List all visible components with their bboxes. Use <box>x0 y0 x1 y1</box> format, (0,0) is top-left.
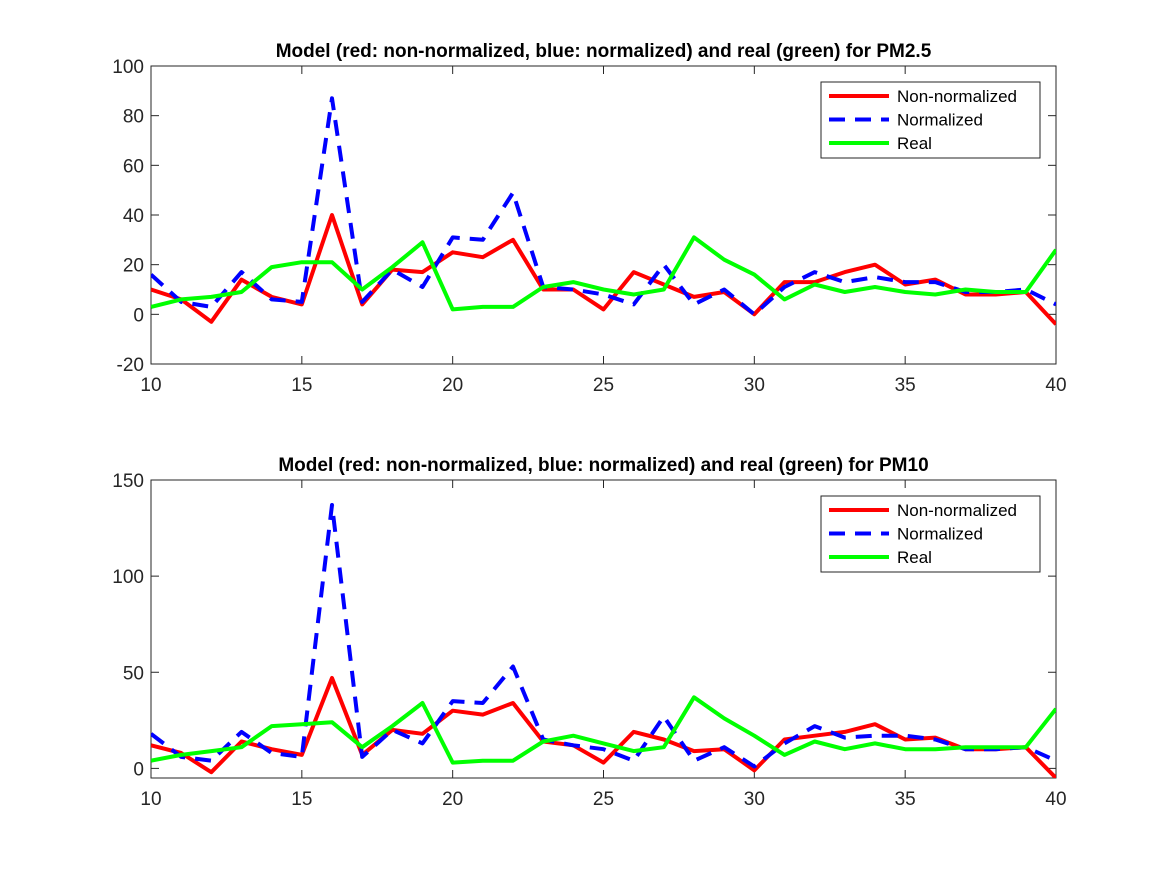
y-tick-label: 100 <box>112 567 144 588</box>
legend-label: Normalized <box>897 111 983 130</box>
x-tick-label: 40 <box>1045 375 1066 396</box>
x-tick-label: 40 <box>1045 789 1066 810</box>
chart-title: Model (red: non-normalized, blue: normal… <box>276 41 932 62</box>
legend: Non-normalized Normalized Real <box>820 495 1041 573</box>
x-tick-label: 30 <box>744 375 765 396</box>
y-tick-label: 50 <box>123 663 144 684</box>
x-tick-label: 25 <box>593 789 614 810</box>
series-line-normalized <box>151 503 1056 769</box>
series-line-non-normalized <box>151 213 1056 326</box>
y-tick-label: 40 <box>123 206 144 227</box>
legend-label: Real <box>897 548 932 567</box>
x-tick-label: 20 <box>442 789 463 810</box>
legend: Non-normalized Normalized Real <box>820 81 1041 159</box>
y-tick-label: 0 <box>133 759 144 780</box>
x-tick-label: 20 <box>442 375 463 396</box>
y-tick-label: 80 <box>123 107 144 128</box>
chart-title: Model (red: non-normalized, blue: normal… <box>278 455 928 476</box>
legend-label: Non-normalized <box>897 87 1017 106</box>
y-tick-label: -20 <box>117 355 144 376</box>
chart-panel-2: Model (red: non-normalized, blue: normal… <box>112 455 1066 810</box>
series-line-real <box>151 695 1056 765</box>
legend-label: Real <box>897 134 932 153</box>
y-tick-label: 20 <box>123 256 144 277</box>
series-line-real <box>151 235 1056 312</box>
series-line-normalized <box>151 96 1056 317</box>
x-tick-label: 35 <box>895 789 916 810</box>
x-tick-label: 15 <box>291 375 312 396</box>
legend-label: Normalized <box>897 525 983 544</box>
y-tick-label: 150 <box>112 471 144 492</box>
legend-label: Non-normalized <box>897 501 1017 520</box>
x-tick-label: 10 <box>140 789 161 810</box>
series-line-non-normalized <box>151 676 1056 778</box>
x-tick-label: 15 <box>291 789 312 810</box>
chart-panel-1: Model (red: non-normalized, blue: normal… <box>112 41 1066 396</box>
x-tick-label: 10 <box>140 375 161 396</box>
y-tick-label: 60 <box>123 156 144 177</box>
x-tick-label: 35 <box>895 375 916 396</box>
y-tick-label: 0 <box>133 305 144 326</box>
x-tick-label: 30 <box>744 789 765 810</box>
y-tick-label: 100 <box>112 57 144 78</box>
x-tick-label: 25 <box>593 375 614 396</box>
